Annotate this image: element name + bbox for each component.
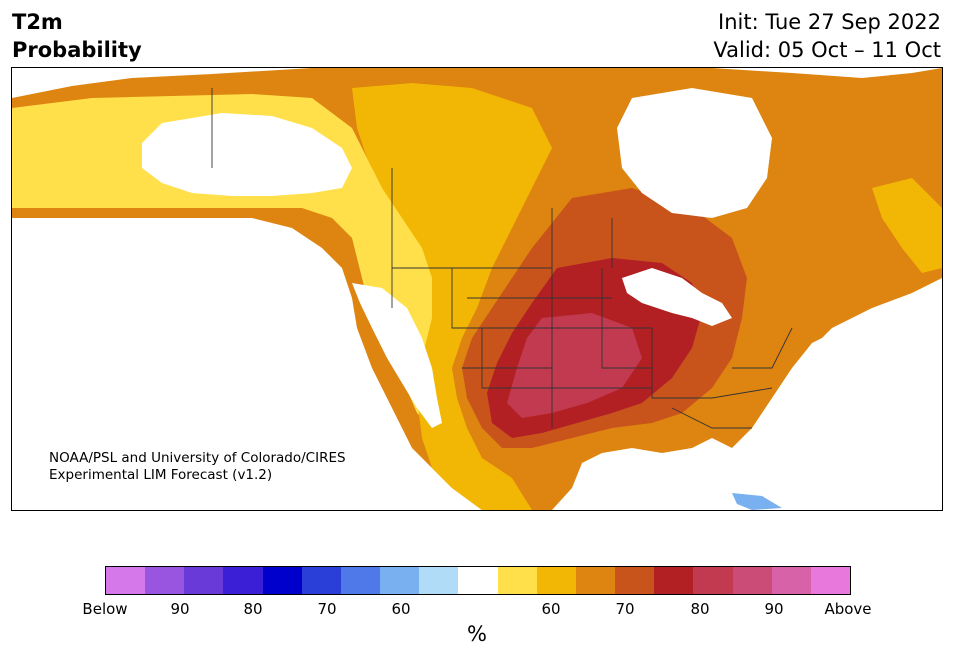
colorbar-tick-label: Below (82, 600, 128, 618)
colorbar-tick-label: 60 (391, 600, 411, 618)
map-canvas (12, 68, 942, 510)
colorbar-tick-label: 70 (615, 600, 635, 618)
colorbar-tick-label: 60 (541, 600, 561, 618)
colorbar-segment (340, 567, 381, 594)
colorbar-segment (262, 567, 302, 594)
credit-text: NOAA/PSL and University of Colorado/CIRE… (49, 450, 346, 484)
colorbar-segment (771, 567, 811, 594)
region-gold-ne (872, 178, 942, 273)
arctic-ocean (712, 68, 942, 78)
probability-map (11, 67, 943, 511)
colorbar-segment (615, 567, 655, 594)
colorbar-segment (732, 567, 772, 594)
gulf-of-mexico (572, 283, 942, 510)
map-title: T2m Probability (12, 8, 142, 64)
forecast-dates: Init: Tue 27 Sep 2022 Valid: 05 Oct – 11… (713, 8, 941, 64)
colorbar-segment (693, 567, 733, 594)
region-white-pacific (352, 283, 442, 428)
credit-line-1: NOAA/PSL and University of Colorado/CIRE… (49, 450, 346, 466)
state-borders (211, 88, 793, 429)
colorbar-units: % (467, 622, 487, 646)
region-below-light (732, 493, 782, 510)
colorbar-segment (458, 567, 498, 594)
colorbar-segment (497, 567, 537, 594)
init-date: Init: Tue 27 Sep 2022 (718, 10, 941, 34)
great-lakes (622, 268, 732, 326)
region-crimson (507, 313, 642, 418)
colorbar-tick-label: 80 (243, 600, 263, 618)
credit-line-2: Experimental LIM Forecast (v1.2) (49, 467, 273, 483)
colorbar-segment (184, 567, 224, 594)
colorbar-segment (419, 567, 459, 594)
colorbar-tick-label: Above (824, 600, 872, 618)
colorbar-tick-label: 90 (170, 600, 190, 618)
title-line-1: T2m (12, 10, 63, 34)
hudson-bay (617, 88, 772, 218)
colorbar-tick-label: 80 (690, 600, 710, 618)
colorbar-segment (145, 567, 185, 594)
colorbar-segment (810, 567, 850, 594)
region-white-alaska (142, 113, 352, 196)
colorbar-segment (536, 567, 576, 594)
colorbar-segment (223, 567, 263, 594)
colorbar-segment (380, 567, 420, 594)
colorbar-tick-label: 90 (764, 600, 784, 618)
colorbar-segment (654, 567, 694, 594)
probability-colorbar (105, 566, 851, 595)
colorbar-segment (106, 567, 146, 594)
colorbar-tick-label: 70 (317, 600, 337, 618)
colorbar-segment (575, 567, 616, 594)
colorbar-segment (301, 567, 341, 594)
valid-range: Valid: 05 Oct – 11 Oct (713, 38, 941, 62)
title-line-2: Probability (12, 38, 142, 62)
